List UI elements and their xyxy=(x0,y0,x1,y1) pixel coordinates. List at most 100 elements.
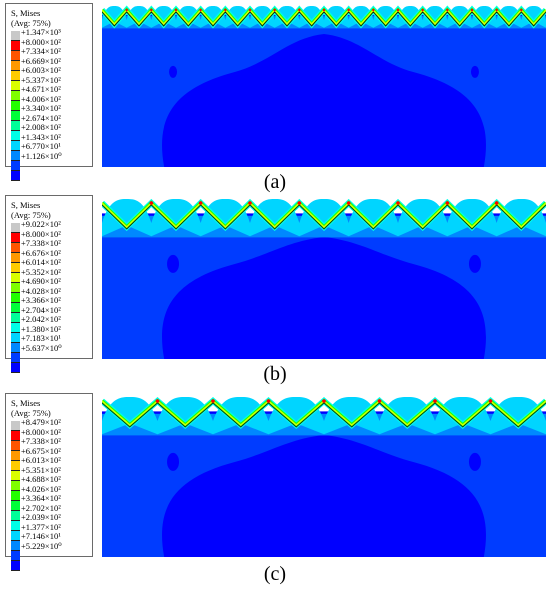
legend-swatch xyxy=(11,491,20,501)
stress-lobe-right xyxy=(324,20,546,167)
legend-value: +1.126×10⁰ xyxy=(21,150,62,161)
legend-swatch xyxy=(11,431,20,441)
legend-swatch xyxy=(11,333,20,343)
legend-swatch xyxy=(11,111,20,121)
legend-swatch xyxy=(11,471,20,481)
legend-value: +2.042×10² xyxy=(21,314,61,324)
legend-swatch xyxy=(11,151,20,161)
hot-spot xyxy=(273,8,276,12)
legend-swatch xyxy=(11,61,20,71)
legend-value: +6.013×10² xyxy=(21,455,61,465)
legend-value: +5.637×10⁰ xyxy=(21,342,62,353)
legend-swatch xyxy=(11,501,20,511)
legend-swatch xyxy=(11,481,20,491)
legend-title: S, Mises xyxy=(11,8,41,18)
legend-swatch xyxy=(11,51,20,61)
legend-swatch xyxy=(11,531,20,541)
legend-swatch xyxy=(11,521,20,531)
stress-lobe-left xyxy=(102,223,324,359)
legend-swatch xyxy=(11,421,20,431)
legend-value: +5.352×10² xyxy=(21,266,61,277)
low-stress-blob xyxy=(468,452,481,471)
legend-swatch xyxy=(11,31,20,41)
low-stress-blob xyxy=(468,254,481,273)
hot-spot xyxy=(433,399,437,403)
hot-spot xyxy=(445,201,450,205)
legend-title: S, Mises xyxy=(11,200,41,210)
hot-spot xyxy=(298,8,301,12)
legend-value: +4.006×10² xyxy=(21,93,61,104)
legend-value: +1.377×10² xyxy=(21,521,61,532)
interface-line xyxy=(102,204,546,230)
legend-value: +4.028×10² xyxy=(21,285,61,296)
legend-swatch xyxy=(11,253,20,263)
interface-line xyxy=(102,11,546,27)
legend-swatch xyxy=(11,343,20,353)
hot-spot xyxy=(520,8,523,12)
legend-value: +6.669×10² xyxy=(21,55,61,66)
legend-swatch xyxy=(11,131,20,141)
legend-value: +3.364×10² xyxy=(21,493,61,503)
hot-spot xyxy=(396,8,400,12)
legend-swatch xyxy=(11,121,20,131)
legend-value: +8.000×10² xyxy=(21,426,61,437)
legend-swatch xyxy=(11,541,20,551)
legend-subtitle: (Avg: 75%) xyxy=(11,210,51,220)
legend-value: +8.000×10² xyxy=(21,228,61,239)
low-stress-blob xyxy=(167,254,180,273)
hot-spot xyxy=(125,8,128,12)
legend: S, Mises (Avg: 75%) +8.479×10² +8.000×10²… xyxy=(5,393,93,571)
legend-value: +3.340×10² xyxy=(21,103,61,113)
legend-swatch xyxy=(11,101,20,111)
legend-value: +7.338×10² xyxy=(21,436,61,446)
legend-value: +6.770×10¹ xyxy=(21,141,61,151)
legend-value: +7.146×10¹ xyxy=(21,531,61,541)
stress-contour-plot xyxy=(102,198,546,359)
legend-swatch xyxy=(11,511,20,521)
legend-value: +7.338×10² xyxy=(21,238,61,248)
hot-spot xyxy=(174,8,178,12)
tooth-layer-yellow xyxy=(102,202,546,228)
legend-subtitle: (Avg: 75%) xyxy=(11,18,51,28)
hot-spot xyxy=(396,201,400,205)
stress-contour-plot xyxy=(102,397,546,557)
stress-lobe-right xyxy=(324,421,546,557)
legend-swatch xyxy=(11,353,20,363)
hot-spot xyxy=(372,8,375,12)
legend-swatch xyxy=(11,41,20,51)
legend-value: +7.183×10¹ xyxy=(21,333,61,343)
legend-swatch xyxy=(11,313,20,323)
panel-caption: (a) xyxy=(263,171,287,193)
legend-value: +2.008×10² xyxy=(21,122,61,132)
legend-swatch xyxy=(11,323,20,333)
stress-lobe-right xyxy=(324,223,546,359)
low-stress-blob xyxy=(167,452,180,471)
legend-swatch xyxy=(11,293,20,303)
hot-spot xyxy=(346,201,351,205)
legend-color-bar xyxy=(11,421,20,571)
legend-swatch xyxy=(11,141,20,151)
hot-spot xyxy=(494,201,499,205)
legend-swatch xyxy=(11,561,20,571)
interface-line xyxy=(102,402,546,428)
legend-swatch xyxy=(11,441,20,451)
legend-value: +9.022×10² xyxy=(21,219,61,229)
hot-spot xyxy=(488,399,493,403)
legend-swatch xyxy=(11,363,20,373)
panel-c: S, Mises (Avg: 75%) +8.479×10² +8.000×10²… xyxy=(0,393,550,589)
legend-color-bar xyxy=(11,31,20,181)
legend-value: +5.337×10² xyxy=(21,74,61,85)
hot-spot xyxy=(198,201,203,205)
legend-value: +6.676×10² xyxy=(21,247,61,258)
legend: S, Mises (Avg: 75%) +9.022×10² +8.000×10²… xyxy=(5,195,93,373)
panel-caption: (b) xyxy=(263,363,287,385)
hot-spot xyxy=(150,8,153,12)
legend-value: +6.003×10² xyxy=(21,65,61,75)
low-stress-blob xyxy=(470,65,479,78)
legend-swatch xyxy=(11,283,20,293)
legend-swatch xyxy=(11,161,20,171)
hot-spot xyxy=(211,399,215,403)
hot-spot xyxy=(347,8,350,12)
legend-value: +6.675×10² xyxy=(21,445,61,456)
legend-value: +8.479×10² xyxy=(21,417,61,427)
